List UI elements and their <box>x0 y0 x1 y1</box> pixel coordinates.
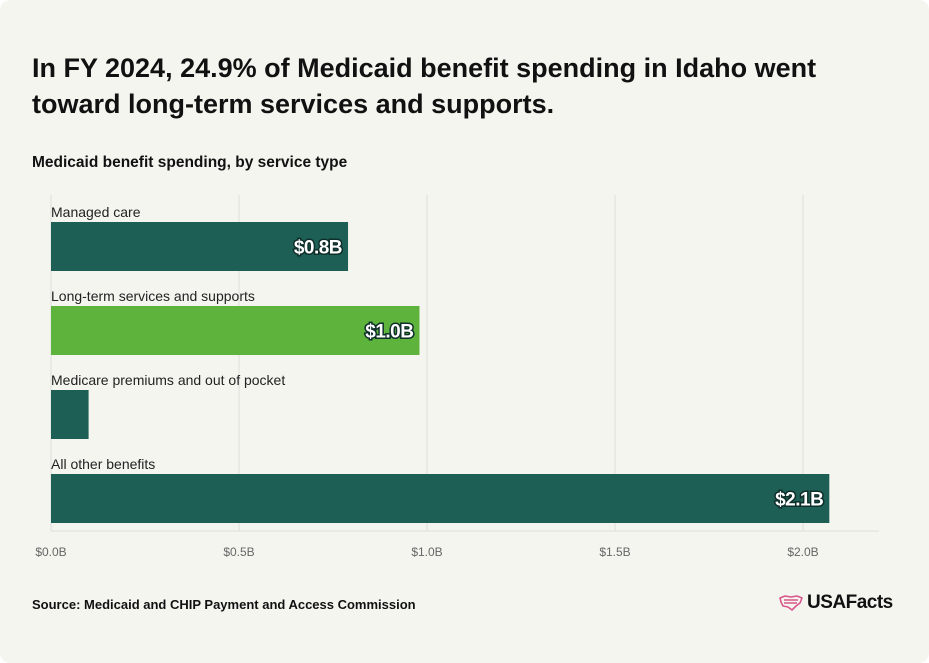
x-tick-label: $1.0B <box>411 545 442 559</box>
category-label: Managed care <box>51 204 141 220</box>
category-label: All other benefits <box>51 456 155 472</box>
usa-map-flag-icon <box>779 595 803 611</box>
bar <box>51 306 420 355</box>
chart-title: In FY 2024, 24.9% of Medicaid benefit sp… <box>32 53 817 119</box>
chart-subtitle: Medicaid benefit spending, by service ty… <box>32 154 348 171</box>
bar-value-label: $0.8B <box>294 238 342 259</box>
x-tick-label: $1.5B <box>599 545 630 559</box>
x-tick-label: $0.0B <box>35 545 66 559</box>
usafacts-logo[interactable]: USAFacts <box>779 592 893 614</box>
bar <box>51 390 89 439</box>
bar <box>51 474 830 523</box>
bar <box>51 222 349 271</box>
brand-name: USAFacts <box>807 592 893 613</box>
source-note: Source: Medicaid and CHIP Payment and Ac… <box>32 597 416 612</box>
category-label: Long-term services and supports <box>51 288 255 304</box>
x-tick-label: $0.5B <box>223 545 254 559</box>
bar-value-label: $1.0B <box>365 322 413 343</box>
category-label: Medicare premiums and out of pocket <box>51 372 285 388</box>
x-tick-label: $2.0B <box>787 545 818 559</box>
bar-value-label: $2.1B <box>775 490 823 511</box>
